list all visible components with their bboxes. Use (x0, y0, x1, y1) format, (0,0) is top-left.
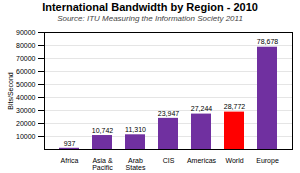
svg-text:20000: 20000 (16, 120, 36, 127)
svg-text:90000: 90000 (16, 29, 36, 36)
svg-text:937: 937 (64, 140, 76, 147)
svg-text:23,947: 23,947 (158, 110, 180, 117)
svg-text:World: World (225, 157, 243, 164)
svg-text:50000: 50000 (16, 81, 36, 88)
svg-text:60000: 60000 (16, 68, 36, 75)
svg-text:40000: 40000 (16, 94, 36, 101)
svg-text:10000: 10000 (16, 133, 36, 140)
svg-text:78,678: 78,678 (257, 38, 279, 45)
svg-text:70000: 70000 (16, 55, 36, 62)
svg-text:CIS: CIS (163, 157, 175, 164)
svg-text:30000: 30000 (16, 107, 36, 114)
svg-text:Europe: Europe (256, 157, 279, 165)
svg-text:Africa: Africa (61, 157, 79, 164)
html-text:International Bandwidth by Reg: International Bandwidth by Region - 2010 (42, 1, 258, 13)
svg-text:10,742: 10,742 (92, 127, 114, 134)
svg-text:11,310: 11,310 (125, 126, 146, 133)
svg-text:80000: 80000 (16, 42, 36, 49)
svg-text:Asia &Pacific: Asia &Pacific (92, 157, 113, 171)
svg-text:27,244: 27,244 (191, 105, 213, 112)
svg-text:ArabStates: ArabStates (126, 157, 146, 171)
svg-text:Bits/Second: Bits/Second (7, 72, 14, 109)
html-text:Source: ITU Measuring the Info: Source: ITU Measuring the Information So… (57, 14, 243, 23)
svg-text:Americas: Americas (187, 157, 217, 164)
svg-text:28,772: 28,772 (224, 103, 246, 110)
